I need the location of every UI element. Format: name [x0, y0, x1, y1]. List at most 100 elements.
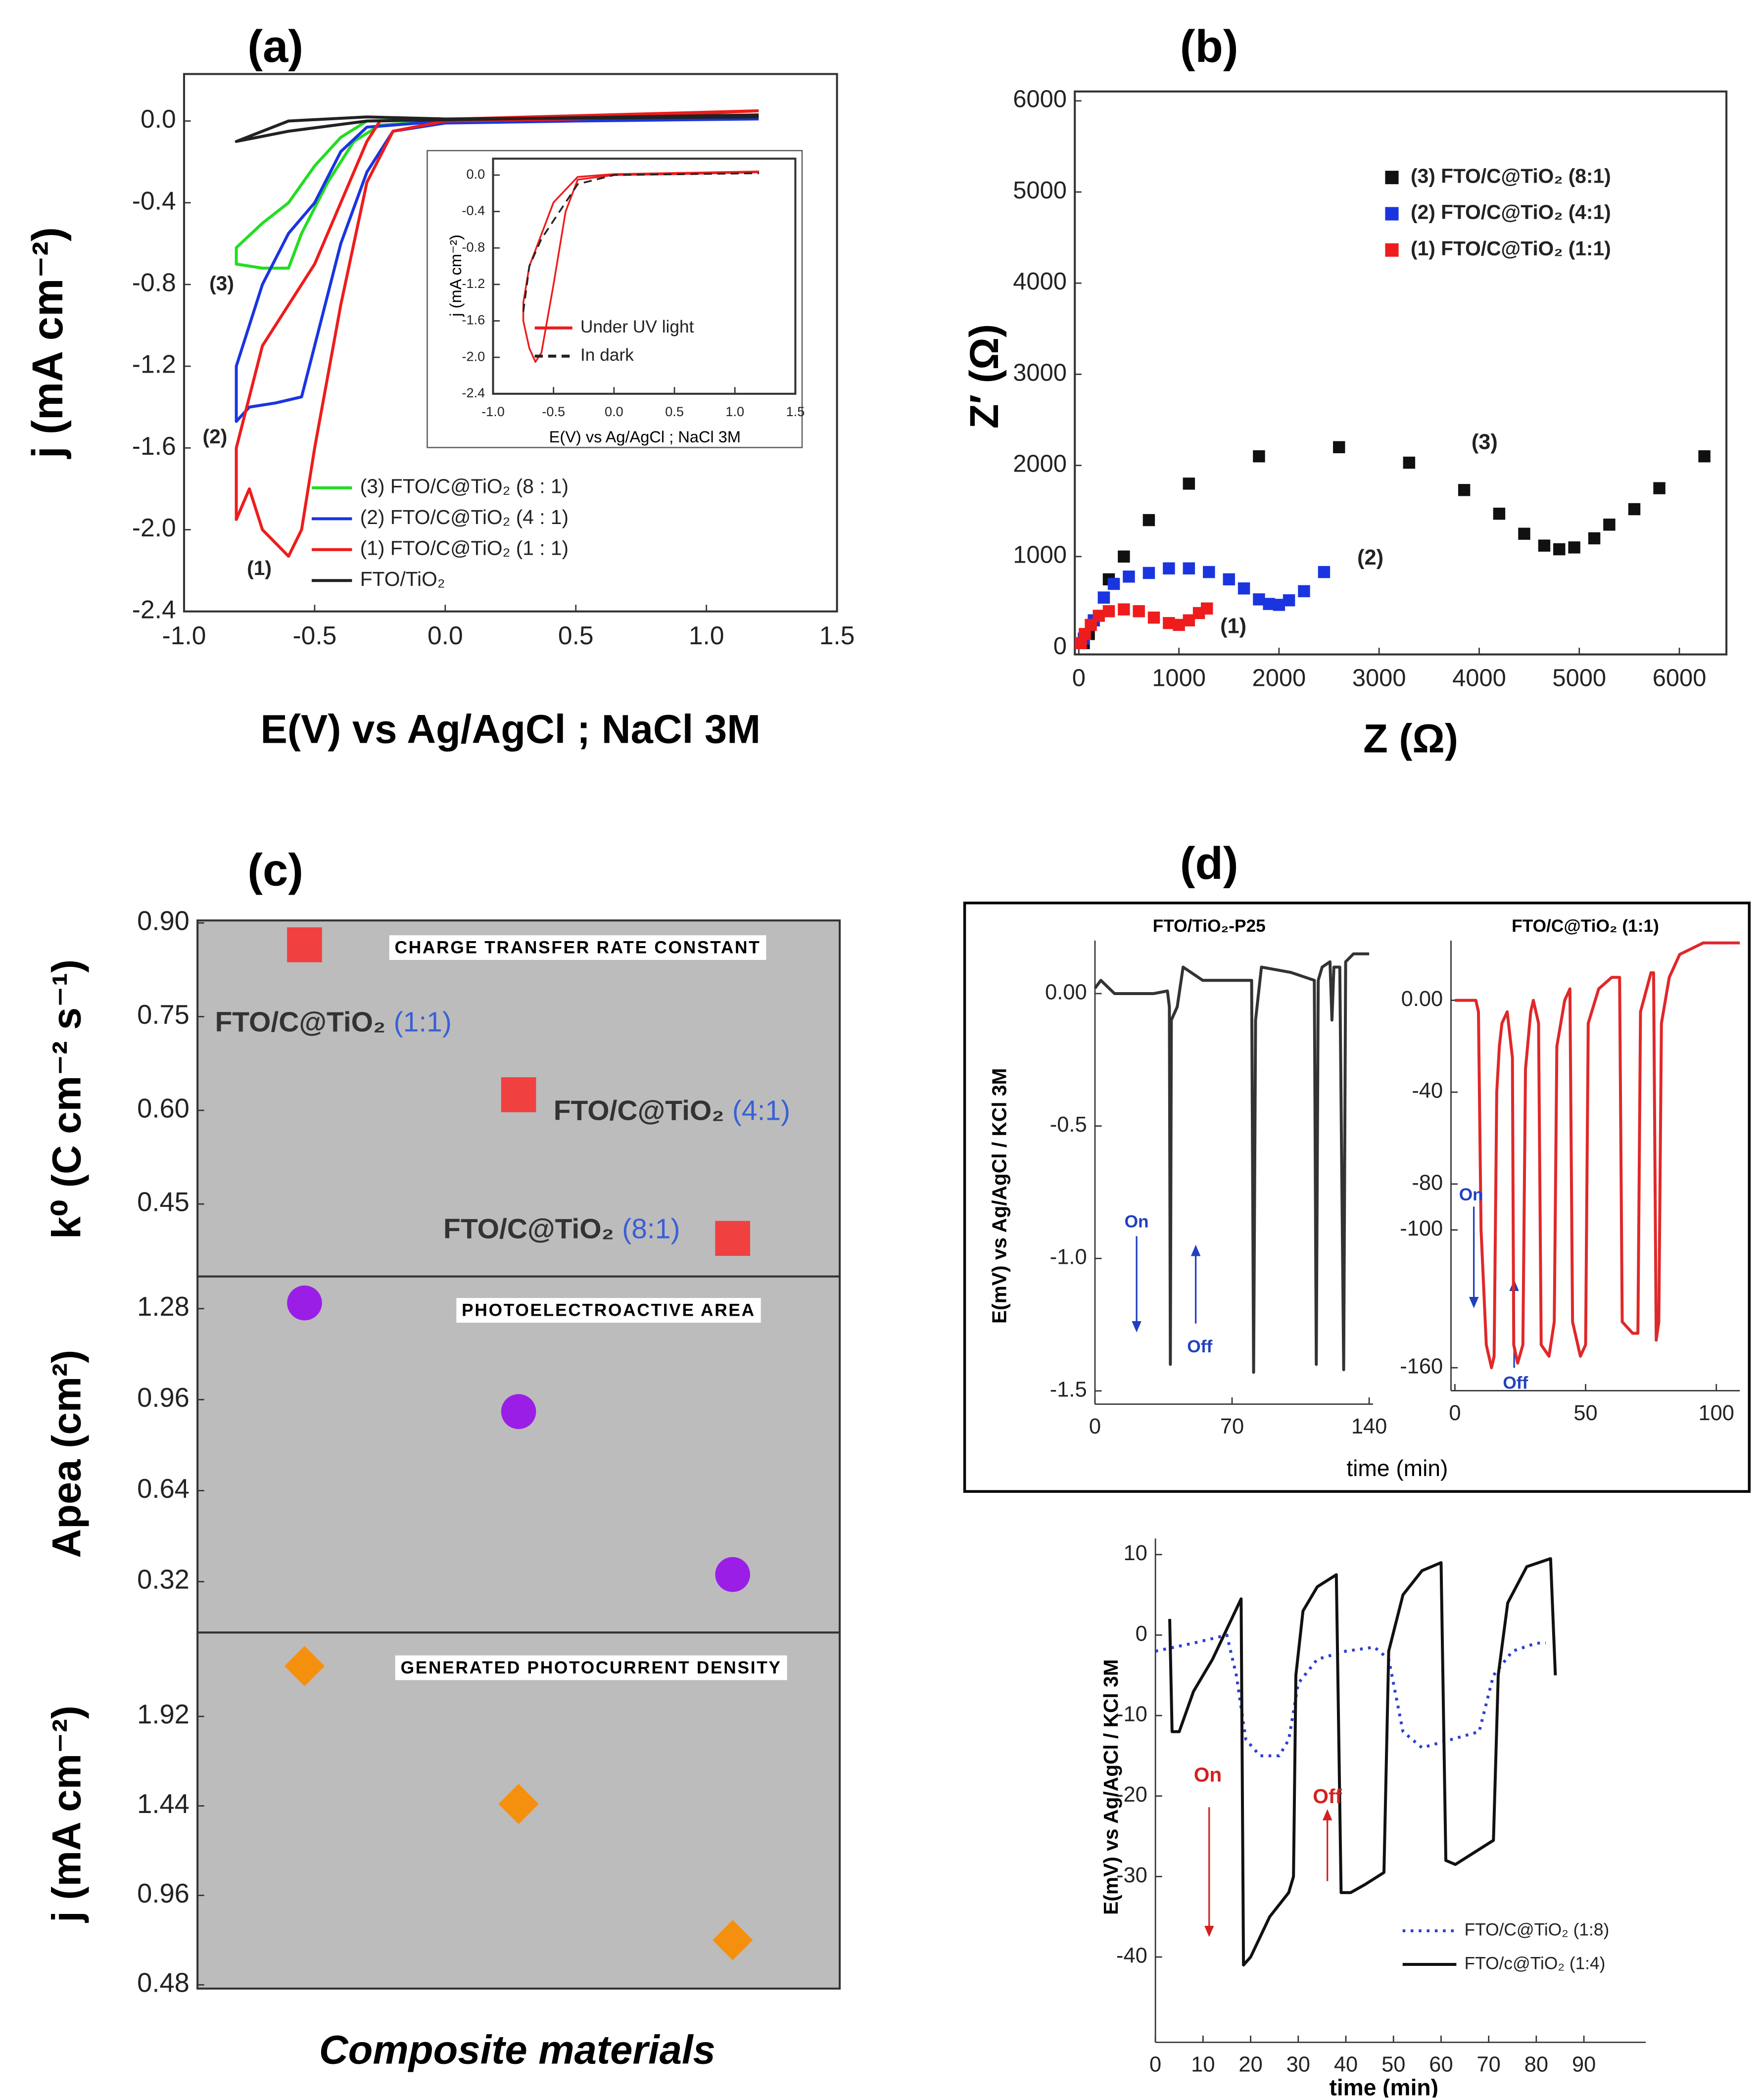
x-tick-label: 2000: [1252, 665, 1306, 692]
y-tick-label: 0: [1136, 1622, 1147, 1646]
y-tick-label: 1000: [1013, 542, 1067, 569]
annotation: Off: [1503, 1373, 1528, 1392]
inset-frame: [427, 149, 803, 448]
point: [287, 927, 322, 962]
y-tick-label: -10: [1116, 1703, 1147, 1726]
y-tick-label: 1.92: [137, 1699, 190, 1729]
y-tick-label: -2.0: [132, 513, 176, 542]
point: [1283, 594, 1295, 607]
y-tick-label: 0.64: [137, 1474, 190, 1504]
y-tick-label: 0.96: [137, 1878, 190, 1909]
legend-swatch: [1385, 243, 1399, 257]
annotation: Off: [1313, 1785, 1342, 1808]
point: [1318, 566, 1331, 578]
y-tick-label: -2.4: [462, 385, 485, 400]
point: [1458, 484, 1471, 496]
panel-label: (c): [247, 844, 303, 896]
y-tick-label: 5000: [1013, 177, 1067, 204]
point: [1603, 519, 1616, 531]
annotation: On: [1194, 1764, 1222, 1786]
y-tick-label: 0.48: [137, 1968, 190, 1998]
y-tick-label: -0.4: [462, 203, 485, 218]
y-tick-label: -20: [1116, 1783, 1147, 1807]
series-line: [1168, 1557, 1557, 1967]
point-label-ratio: (4:1): [732, 1095, 790, 1127]
x-tick-label: -0.5: [292, 621, 336, 650]
point: [1097, 591, 1110, 604]
point: [287, 1285, 322, 1321]
point: [1163, 562, 1175, 574]
point: [1628, 503, 1641, 516]
y-tick-label: -2.0: [462, 348, 485, 364]
point-label: FTO/C@TiO₂ (1:1): [215, 1006, 451, 1038]
plot-frame: [1074, 90, 1728, 656]
y-tick-label: 0.45: [137, 1187, 190, 1217]
x-tick-label: 0: [1149, 2053, 1161, 2077]
y-tick-label: -1.2: [462, 276, 485, 291]
point: [1133, 605, 1145, 618]
x-axis-label: Z (Ω): [1363, 716, 1458, 762]
y-axis-label: j (mA cm⁻²): [45, 1706, 90, 1923]
annotation: (1): [247, 557, 272, 579]
y-tick-label: 0.00: [1401, 987, 1443, 1011]
y-tick-label: -0.8: [132, 268, 176, 297]
x-tick-label: 3000: [1352, 665, 1406, 692]
point: [1588, 532, 1601, 545]
point: [1118, 550, 1130, 563]
x-tick-label: 80: [1524, 2053, 1548, 2077]
point: [1183, 562, 1195, 574]
x-tick-label: 30: [1286, 2053, 1310, 2077]
point: [1553, 543, 1566, 556]
y-tick-label: 0.60: [137, 1093, 190, 1123]
x-axis-label: time (min): [1329, 2075, 1438, 2098]
y-tick-label: 10: [1124, 1541, 1147, 1565]
panel-frame: [963, 902, 1751, 1493]
x-tick-label: 40: [1334, 2053, 1358, 2077]
inner-title: PHOTOELECTROACTIVE AREA: [462, 1301, 756, 1320]
annotation: On: [1459, 1185, 1483, 1204]
plot-frame: [492, 157, 797, 395]
point: [1333, 441, 1345, 453]
x-axis-label: Composite materials: [319, 2028, 715, 2073]
panel-label: (a): [247, 20, 303, 72]
point-label: FTO/C@TiO₂ (8:1): [443, 1213, 680, 1244]
point-label-ratio: (1:1): [394, 1006, 452, 1038]
annotation: (2): [203, 425, 228, 448]
x-tick-label: 5000: [1552, 665, 1606, 692]
x-tick-label: 6000: [1653, 665, 1707, 692]
point-label-ratio: (8:1): [622, 1213, 680, 1244]
y-tick-label: 0.0: [466, 166, 485, 182]
x-tick-label: 1.5: [786, 404, 805, 419]
y-tick-label: 0.32: [137, 1565, 190, 1595]
legend-label: (1) FTO/C@TiO₂ (1:1): [1411, 237, 1611, 260]
y-tick-label: 2000: [1013, 450, 1067, 477]
y-tick-label: 4000: [1013, 268, 1067, 295]
y-tick-label: 1.28: [137, 1291, 190, 1322]
y-axis-label: Z′ (Ω): [962, 324, 1007, 429]
x-tick-label: 60: [1429, 2053, 1453, 2077]
x-tick-label: 70: [1477, 2053, 1501, 2077]
x-tick-label: 0.0: [605, 404, 623, 419]
plot-frame: [196, 1631, 841, 1990]
y-tick-label: -160: [1400, 1355, 1443, 1379]
y-axis-label: j (mA cm⁻²): [24, 227, 72, 459]
series-line: [1455, 941, 1740, 1370]
series-line: [235, 109, 759, 558]
y-tick-label: -100: [1400, 1217, 1443, 1241]
point: [1183, 477, 1195, 490]
y-tick-label: 0.96: [137, 1383, 190, 1413]
point: [1102, 605, 1115, 618]
y-tick-label: -80: [1412, 1171, 1443, 1194]
point: [1118, 603, 1130, 616]
y-tick-label: 0: [1053, 633, 1067, 660]
point: [501, 1394, 536, 1430]
x-tick-label: 0: [1449, 1401, 1461, 1425]
y-tick-label: 3000: [1013, 359, 1067, 386]
point-label-name: FTO/C@TiO₂: [215, 1006, 385, 1038]
y-tick-label: 0.00: [1045, 980, 1087, 1004]
point: [1298, 585, 1310, 597]
x-tick-label: -0.5: [542, 404, 565, 419]
x-tick-label: 10: [1191, 2053, 1215, 2077]
point: [715, 1557, 751, 1592]
x-tick-label: 20: [1238, 2053, 1262, 2077]
